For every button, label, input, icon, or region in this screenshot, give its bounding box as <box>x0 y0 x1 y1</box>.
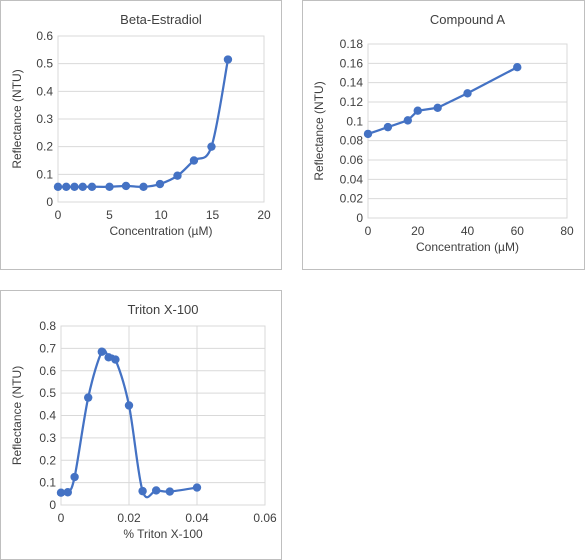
chart-panel-compound-a: Compound A 0 0.02 0.04 0.06 0.08 0.1 0.12 0.14 0.… <box>302 0 585 270</box>
data-point <box>152 486 161 495</box>
y-tick-label: 0.1 <box>36 167 53 181</box>
data-point <box>383 122 393 132</box>
x-tick-label: 0.04 <box>185 511 209 525</box>
x-tick-label: 15 <box>206 208 220 222</box>
data-point <box>84 393 93 402</box>
chart-svg-compound-a: Compound A 0 0.02 0.04 0.06 0.08 0.1 0.12 0.14 0.… <box>312 12 574 254</box>
y-tick-label: 0.2 <box>39 453 56 467</box>
x-tick-label: 0.06 <box>253 511 277 525</box>
y-axis-label: Reflectance (NTU) <box>10 69 24 168</box>
data-point <box>223 55 233 64</box>
chart-svg-beta-estradiol: Beta-Estradiol 0 0.1 0.2 0.3 0.4 0.5 0.6 0 5 10 15 2… <box>10 12 271 238</box>
data-point <box>121 181 131 191</box>
y-tick-label: 0.6 <box>39 364 56 378</box>
y-tick-label: 0 <box>46 195 53 209</box>
y-tick-label: 0.7 <box>39 341 56 355</box>
x-axis-label: Concentration (µM) <box>110 224 213 238</box>
y-tick-label: 0.4 <box>36 84 53 98</box>
data-point <box>97 347 107 356</box>
y-tick-label: 0.12 <box>340 95 364 109</box>
data-point <box>138 486 147 496</box>
y-tick-label: 0.18 <box>340 37 364 51</box>
y-tick-label: 0.1 <box>39 476 56 490</box>
data-point <box>139 182 148 191</box>
chart-svg-triton-x100: Triton X-100 0 0.1 0.2 0.3 0.4 0.5 0.6 0.7 0.8 0 0.… <box>10 302 277 541</box>
data-point <box>124 401 134 410</box>
data-point <box>87 182 97 191</box>
data-point <box>173 171 182 180</box>
y-tick-label: 0.8 <box>39 319 56 333</box>
data-point <box>155 179 165 189</box>
data-point <box>463 89 472 98</box>
y-axis-label: Reflectance (NTU) <box>312 81 326 180</box>
data-point <box>513 62 522 72</box>
y-tick-label: 0.1 <box>346 114 363 128</box>
x-tick-label: 0 <box>365 224 372 238</box>
data-point <box>189 156 199 165</box>
x-tick-label: 40 <box>461 224 475 238</box>
data-point <box>111 355 120 364</box>
data-point <box>165 487 174 496</box>
data-point <box>53 182 63 191</box>
y-tick-label: 0.04 <box>340 172 364 186</box>
x-tick-label: 0.02 <box>117 511 141 525</box>
y-tick-label: 0.06 <box>340 153 364 167</box>
data-point <box>413 106 422 115</box>
x-tick-label: 10 <box>154 208 168 222</box>
chart-title: Compound A <box>430 12 505 27</box>
data-point <box>56 488 66 497</box>
y-tick-label: 0.14 <box>340 76 364 90</box>
data-point <box>70 472 79 482</box>
x-axis-label: % Triton X-100 <box>123 527 203 541</box>
x-tick-label: 60 <box>511 224 525 238</box>
data-point <box>104 353 113 362</box>
y-tick-label: 0 <box>356 211 363 225</box>
y-tick-label: 0.08 <box>340 134 364 148</box>
plot-area <box>367 43 568 219</box>
y-tick-label: 0.5 <box>36 57 53 71</box>
y-tick-label: 0 <box>49 498 56 512</box>
x-tick-label: 20 <box>257 208 271 222</box>
x-tick-label: 5 <box>106 208 113 222</box>
chart-title: Triton X-100 <box>127 302 198 317</box>
data-point <box>403 116 412 125</box>
y-axis-label: Reflectance (NTU) <box>10 366 24 465</box>
x-tick-label: 0 <box>55 208 62 222</box>
chart-panel-beta-estradiol: Beta-Estradiol 0 0.1 0.2 0.3 0.4 0.5 0.6 0 5 10 15 2… <box>0 0 282 270</box>
x-tick-label: 80 <box>560 224 574 238</box>
y-tick-label: 0.5 <box>39 386 56 400</box>
x-tick-label: 20 <box>411 224 425 238</box>
y-tick-label: 0.4 <box>39 409 56 423</box>
chart-panel-triton-x100: Triton X-100 0 0.1 0.2 0.3 0.4 0.5 0.6 0.7 0.8 0 0.… <box>0 290 282 560</box>
chart-title: Beta-Estradiol <box>120 12 202 27</box>
y-tick-label: 0.02 <box>340 192 364 206</box>
y-tick-label: 0.2 <box>36 140 53 154</box>
x-tick-label: 0 <box>58 511 65 525</box>
data-point <box>192 483 202 492</box>
data-point <box>105 182 114 191</box>
data-point <box>78 182 87 191</box>
data-point <box>363 129 373 139</box>
data-point <box>433 103 442 113</box>
data-point <box>63 488 72 497</box>
data-point <box>70 182 79 191</box>
x-axis-label: Concentration (µM) <box>416 240 519 254</box>
y-tick-label: 0.3 <box>36 112 53 126</box>
y-tick-label: 0.6 <box>36 29 53 43</box>
y-tick-label: 0.3 <box>39 431 56 445</box>
y-tick-label: 0.16 <box>340 56 364 70</box>
series-line <box>56 58 230 188</box>
data-point <box>62 182 71 191</box>
data-point <box>207 142 216 151</box>
